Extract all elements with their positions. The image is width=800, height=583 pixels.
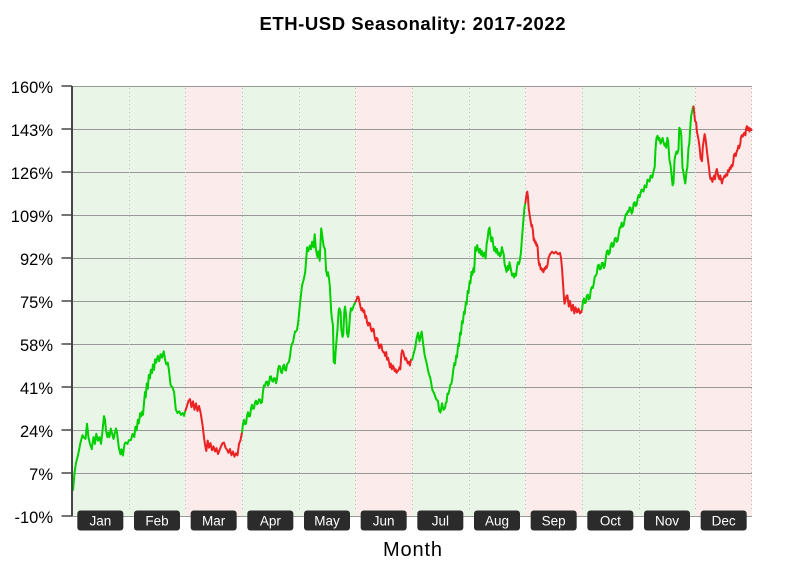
svg-text:24%: 24% — [20, 423, 53, 441]
svg-text:Jun: Jun — [373, 513, 395, 528]
svg-text:Apr: Apr — [260, 513, 282, 528]
svg-text:May: May — [314, 513, 340, 528]
svg-text:109%: 109% — [11, 208, 54, 226]
svg-text:160%: 160% — [11, 79, 54, 97]
svg-text:Oct: Oct — [600, 513, 621, 528]
svg-text:Aug: Aug — [485, 513, 509, 528]
svg-text:75%: 75% — [20, 294, 53, 312]
svg-text:Mar: Mar — [202, 513, 226, 528]
svg-text:Feb: Feb — [145, 513, 168, 528]
svg-text:Jul: Jul — [432, 513, 449, 528]
svg-text:Jan: Jan — [89, 513, 111, 528]
svg-text:58%: 58% — [20, 337, 53, 355]
svg-text:-10%: -10% — [14, 509, 53, 527]
svg-text:7%: 7% — [29, 466, 53, 484]
svg-text:ETH-USD Seasonality: 2017-2022: ETH-USD Seasonality: 2017-2022 — [260, 13, 566, 34]
svg-text:Dec: Dec — [712, 513, 736, 528]
svg-text:Month: Month — [383, 539, 442, 561]
svg-text:92%: 92% — [20, 251, 53, 269]
svg-text:Nov: Nov — [655, 513, 679, 528]
svg-text:41%: 41% — [20, 380, 53, 398]
svg-text:Sep: Sep — [542, 513, 566, 528]
svg-text:126%: 126% — [11, 165, 54, 183]
svg-text:143%: 143% — [11, 122, 54, 140]
